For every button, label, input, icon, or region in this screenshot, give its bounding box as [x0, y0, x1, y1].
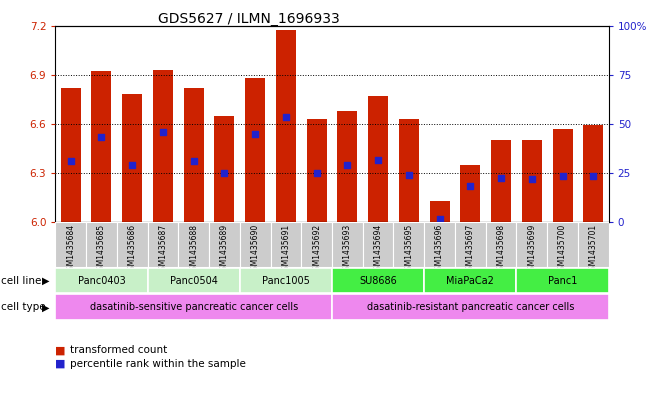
Bar	[337, 111, 357, 222]
FancyBboxPatch shape	[86, 222, 117, 267]
FancyBboxPatch shape	[393, 222, 424, 267]
FancyBboxPatch shape	[332, 268, 424, 294]
Text: GSM1435700: GSM1435700	[558, 224, 567, 275]
Point	[250, 130, 260, 137]
Text: GSM1435699: GSM1435699	[527, 224, 536, 275]
Point	[404, 171, 414, 178]
FancyBboxPatch shape	[363, 222, 393, 267]
Point	[588, 173, 598, 179]
Text: GSM1435695: GSM1435695	[404, 224, 413, 275]
FancyBboxPatch shape	[301, 222, 332, 267]
Bar	[307, 119, 327, 222]
Point	[66, 158, 76, 165]
Bar	[583, 125, 603, 222]
Point	[127, 162, 137, 168]
Bar	[122, 94, 142, 222]
Point	[434, 216, 445, 222]
FancyBboxPatch shape	[424, 222, 455, 267]
Text: GDS5627 / ILMN_1696933: GDS5627 / ILMN_1696933	[158, 12, 340, 26]
FancyBboxPatch shape	[486, 222, 516, 267]
Point	[373, 157, 383, 163]
Text: cell line: cell line	[1, 275, 42, 286]
Text: GSM1435697: GSM1435697	[466, 224, 475, 275]
Text: Panc1: Panc1	[548, 275, 577, 286]
Text: GSM1435684: GSM1435684	[66, 224, 76, 275]
Text: GSM1435694: GSM1435694	[374, 224, 383, 275]
FancyBboxPatch shape	[55, 222, 86, 267]
Point	[342, 162, 353, 168]
FancyBboxPatch shape	[148, 268, 240, 294]
Text: GSM1435692: GSM1435692	[312, 224, 321, 275]
Point	[189, 158, 199, 165]
Text: Panc0504: Panc0504	[170, 275, 217, 286]
Bar	[184, 88, 204, 222]
Bar	[276, 31, 296, 222]
Bar	[153, 70, 173, 222]
FancyBboxPatch shape	[332, 294, 609, 320]
Text: ▶: ▶	[42, 302, 49, 312]
Text: dasatinib-resistant pancreatic cancer cells: dasatinib-resistant pancreatic cancer ce…	[367, 302, 574, 312]
Text: GSM1435691: GSM1435691	[281, 224, 290, 275]
Text: GSM1435701: GSM1435701	[589, 224, 598, 275]
Text: dasatinib-sensitive pancreatic cancer cells: dasatinib-sensitive pancreatic cancer ce…	[90, 302, 298, 312]
Point	[311, 170, 322, 176]
Point	[465, 183, 475, 189]
FancyBboxPatch shape	[332, 222, 363, 267]
FancyBboxPatch shape	[516, 268, 609, 294]
Text: GSM1435688: GSM1435688	[189, 224, 198, 275]
FancyBboxPatch shape	[148, 222, 178, 267]
Point	[281, 114, 291, 120]
Text: ▶: ▶	[42, 275, 49, 286]
Bar	[245, 78, 265, 222]
FancyBboxPatch shape	[516, 222, 547, 267]
Text: GSM1435685: GSM1435685	[97, 224, 106, 275]
Text: percentile rank within the sample: percentile rank within the sample	[70, 359, 245, 369]
FancyBboxPatch shape	[55, 268, 148, 294]
Text: GSM1435687: GSM1435687	[158, 224, 167, 275]
Text: Panc0403: Panc0403	[77, 275, 126, 286]
Bar	[491, 140, 511, 222]
Point	[527, 176, 537, 183]
Text: GSM1435690: GSM1435690	[251, 224, 260, 275]
Bar	[460, 165, 480, 222]
FancyBboxPatch shape	[424, 268, 516, 294]
Bar	[61, 88, 81, 222]
Text: ■: ■	[55, 345, 66, 355]
Point	[496, 175, 506, 181]
FancyBboxPatch shape	[547, 222, 578, 267]
Point	[96, 134, 107, 140]
FancyBboxPatch shape	[240, 268, 332, 294]
Point	[557, 173, 568, 179]
Bar	[522, 140, 542, 222]
Text: ■: ■	[55, 359, 66, 369]
Text: transformed count: transformed count	[70, 345, 167, 355]
Bar	[553, 129, 573, 222]
Text: GSM1435696: GSM1435696	[435, 224, 444, 275]
Point	[219, 170, 230, 176]
Bar	[91, 72, 111, 222]
Text: GSM1435689: GSM1435689	[220, 224, 229, 275]
Bar	[368, 96, 388, 222]
Text: MiaPaCa2: MiaPaCa2	[447, 275, 494, 286]
FancyBboxPatch shape	[178, 222, 209, 267]
Bar	[399, 119, 419, 222]
FancyBboxPatch shape	[117, 222, 148, 267]
Text: GSM1435686: GSM1435686	[128, 224, 137, 275]
FancyBboxPatch shape	[209, 222, 240, 267]
Bar	[430, 201, 450, 222]
FancyBboxPatch shape	[271, 222, 301, 267]
Point	[158, 129, 168, 135]
Text: GSM1435693: GSM1435693	[343, 224, 352, 275]
FancyBboxPatch shape	[578, 222, 609, 267]
FancyBboxPatch shape	[240, 222, 271, 267]
Text: Panc1005: Panc1005	[262, 275, 310, 286]
Text: GSM1435698: GSM1435698	[497, 224, 506, 275]
FancyBboxPatch shape	[55, 294, 332, 320]
Text: SU8686: SU8686	[359, 275, 397, 286]
FancyBboxPatch shape	[455, 222, 486, 267]
Text: cell type: cell type	[1, 302, 46, 312]
Bar	[214, 116, 234, 222]
